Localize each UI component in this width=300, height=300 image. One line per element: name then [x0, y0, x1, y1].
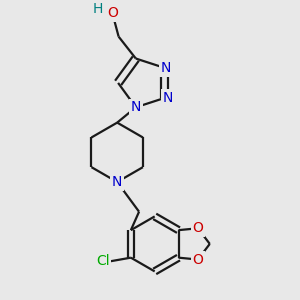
- Text: O: O: [107, 6, 118, 20]
- Text: N: N: [112, 175, 122, 189]
- Text: Cl: Cl: [96, 254, 110, 268]
- Text: O: O: [193, 221, 203, 235]
- Text: N: N: [130, 100, 141, 114]
- Text: H: H: [92, 2, 103, 16]
- Text: O: O: [193, 253, 203, 266]
- Text: N: N: [163, 91, 173, 105]
- Text: N: N: [161, 61, 171, 75]
